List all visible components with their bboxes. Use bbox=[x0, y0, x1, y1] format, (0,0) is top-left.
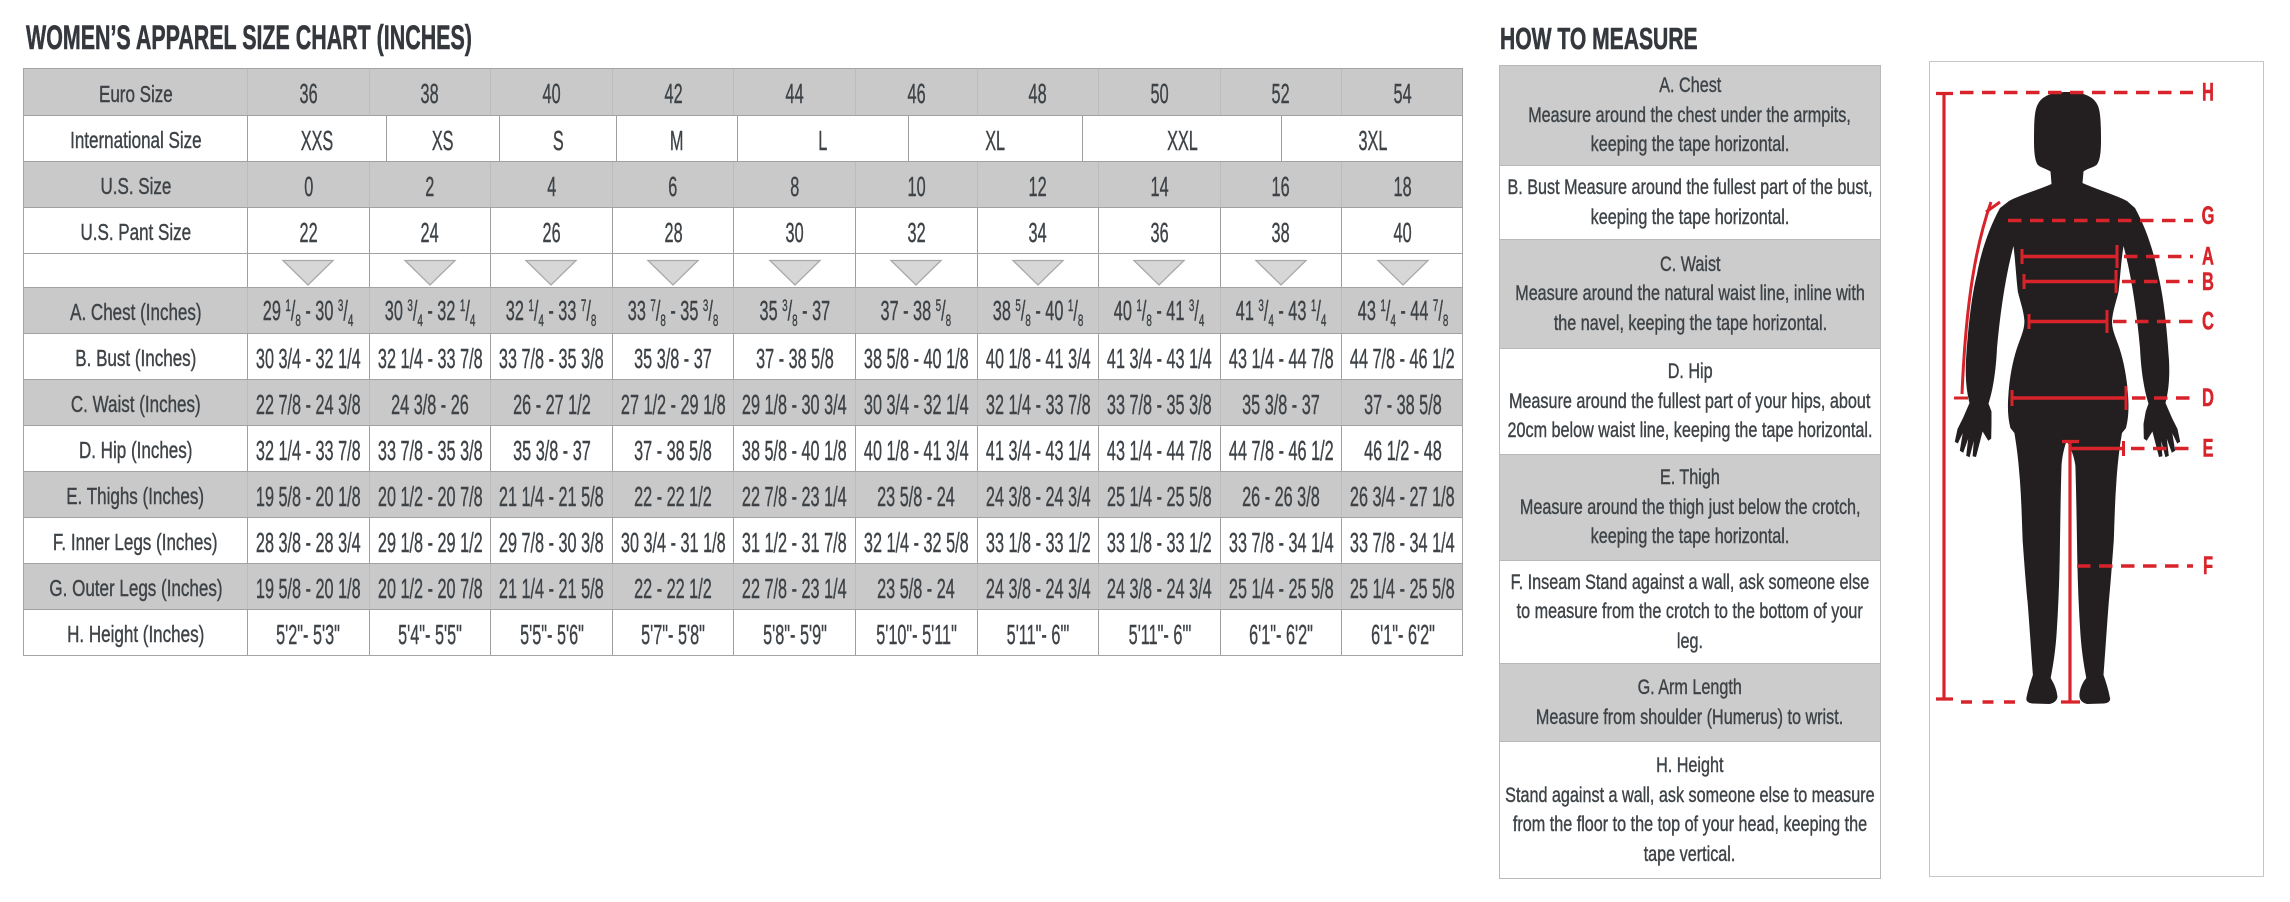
svg-text:F: F bbox=[2203, 553, 2213, 580]
svg-text:C: C bbox=[2202, 308, 2214, 335]
svg-text:D: D bbox=[2202, 385, 2214, 412]
svg-text:E: E bbox=[2202, 435, 2213, 462]
svg-text:A: A bbox=[2202, 243, 2214, 270]
svg-text:G: G bbox=[2202, 203, 2215, 230]
svg-text:B: B bbox=[2202, 269, 2214, 296]
svg-text:H: H bbox=[2202, 79, 2214, 106]
